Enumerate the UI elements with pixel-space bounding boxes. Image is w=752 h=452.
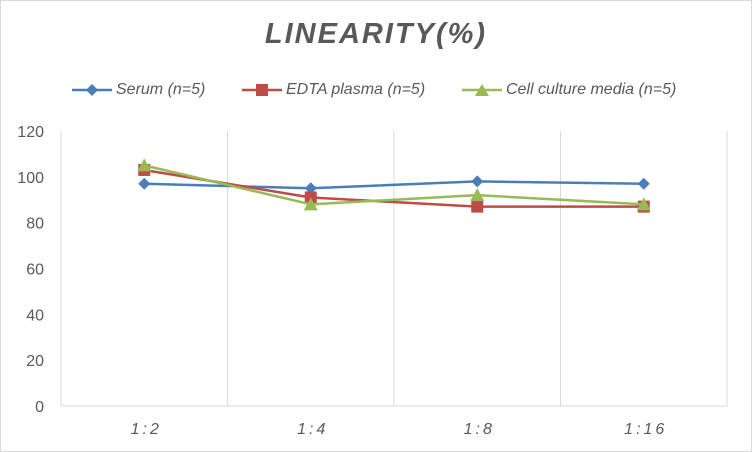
series-0-point: [304, 182, 317, 195]
y-tick-label: 100: [17, 170, 44, 187]
series-2-point: [303, 197, 318, 211]
legend-item-edta-plasma: EDTA plasma (n=5): [242, 78, 425, 102]
legend-label-edta-plasma: EDTA plasma (n=5): [286, 81, 426, 98]
legend-swatch-edta-plasma: [242, 84, 282, 96]
series-1-point: [471, 200, 484, 213]
legend-item-serum: Serum (n=5): [72, 78, 205, 102]
legend-item-cell-culture-media: Cell culture media (n=5): [462, 78, 676, 102]
series-0-point: [637, 177, 650, 190]
x-tick-label: 1:2: [131, 421, 162, 438]
series-2-point: [636, 197, 651, 211]
x-tick-label: 1:4: [297, 421, 328, 438]
x-tick-label: 1:16: [624, 421, 667, 438]
chart-title: LINEARITY(%): [264, 18, 488, 50]
series-2-point: [470, 188, 485, 202]
series-line-2: [143, 164, 644, 206]
y-tick-label: 120: [17, 124, 44, 141]
y-tick-label: 40: [26, 307, 44, 324]
legend-swatch-cell-culture-media: [462, 84, 502, 96]
y-tick-label: 20: [26, 353, 44, 370]
legend-label-serum: Serum (n=5): [116, 81, 206, 98]
series-0-point: [471, 175, 484, 188]
y-tick-label: 0: [35, 399, 44, 416]
legend-swatch-serum: [72, 84, 112, 96]
legend-label-cell-culture-media: Cell culture media (n=5): [506, 81, 677, 98]
series-2-point: [137, 158, 152, 172]
x-tick-label: 1:8: [464, 421, 495, 438]
series-0-point: [138, 177, 151, 190]
y-tick-label: 60: [26, 262, 44, 279]
y-tick-label: 80: [26, 216, 44, 233]
chart-legend: Serum (n=5) EDTA plasma (n=5) Cell cultu…: [0, 78, 752, 102]
